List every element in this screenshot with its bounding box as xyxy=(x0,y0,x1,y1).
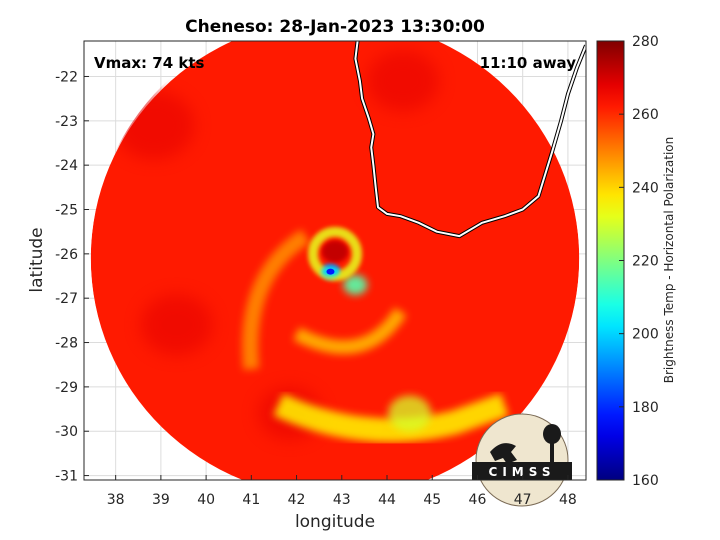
chart-title: Cheneso: 28-Jan-2023 13:30:00 xyxy=(185,17,485,37)
colorbar-tick-label: 220 xyxy=(632,254,659,270)
y-tick-label: -23 xyxy=(55,114,78,130)
x-tick-label: 39 xyxy=(152,492,170,508)
x-tick-label: 45 xyxy=(423,492,441,508)
y-tick-label: -27 xyxy=(55,291,78,307)
x-tick-label: 42 xyxy=(288,492,306,508)
x-axis: 38 39 40 41 42 43 44 45 46 47 48 xyxy=(107,475,577,508)
logo-building xyxy=(472,462,572,480)
plot-frame xyxy=(83,40,587,481)
y-tick-label: -22 xyxy=(55,69,78,85)
y-tick-label: -30 xyxy=(55,424,78,440)
colorbar-axis: 280 260 240 220 200 180 160 xyxy=(619,34,659,489)
logo-satellite-dish-icon xyxy=(490,443,517,464)
y-tick-label: -24 xyxy=(55,158,78,174)
rainband-inner-south xyxy=(293,307,407,355)
x-tick-label: 41 xyxy=(242,492,260,508)
coastline xyxy=(353,41,586,239)
cimss-logo: CIMSS xyxy=(472,413,572,507)
y-axis-label: latitude xyxy=(27,227,47,292)
y-tick-label: -25 xyxy=(55,203,78,219)
colorbar-tick-label: 200 xyxy=(632,327,659,343)
x-tick-label: 40 xyxy=(197,492,215,508)
heatmap-southern-rainband xyxy=(388,395,432,432)
logo-water-tower-icon xyxy=(543,424,561,444)
y-tick-label: -28 xyxy=(55,336,78,352)
x-tick-label: 38 xyxy=(107,492,125,508)
colorbar-tick-label: 280 xyxy=(632,34,659,50)
rainband-west xyxy=(242,229,311,370)
colorbar-label: Brightness Temp - Horizontal Polarizatio… xyxy=(662,137,676,384)
coastline-line xyxy=(354,41,586,238)
colorbar-tick-label: 260 xyxy=(632,107,659,123)
y-tick-label: -29 xyxy=(55,380,78,396)
heatmap-inner-rainband xyxy=(343,274,368,295)
colorbar-tick-label: 180 xyxy=(632,400,659,416)
x-tick-label: 47 xyxy=(514,492,532,508)
heatmap-eye-top xyxy=(324,242,346,261)
swath-patch xyxy=(366,50,439,112)
x-tick-label: 44 xyxy=(378,492,396,508)
colorbar-tick-label: 240 xyxy=(632,180,659,196)
swath-patch xyxy=(140,294,213,356)
y-tick-label: -31 xyxy=(55,469,78,485)
vmax-annotation: Vmax: 74 kts xyxy=(94,54,204,72)
rainband-south xyxy=(273,393,509,443)
logo-text: CIMSS xyxy=(489,465,556,479)
x-tick-label: 43 xyxy=(333,492,351,508)
x-tick-label: 46 xyxy=(469,492,487,508)
y-axis: -22 -23 -24 -25 -26 -27 -28 -29 -30 -31 xyxy=(55,69,89,485)
time-away-annotation: 11:10 away xyxy=(480,54,577,72)
colorbar-tick-label: 160 xyxy=(632,473,659,489)
x-tick-label: 48 xyxy=(559,492,577,508)
heatmap-core-hot xyxy=(326,268,335,275)
y-tick-label: -26 xyxy=(55,247,78,263)
x-axis-label: longitude xyxy=(295,512,375,532)
